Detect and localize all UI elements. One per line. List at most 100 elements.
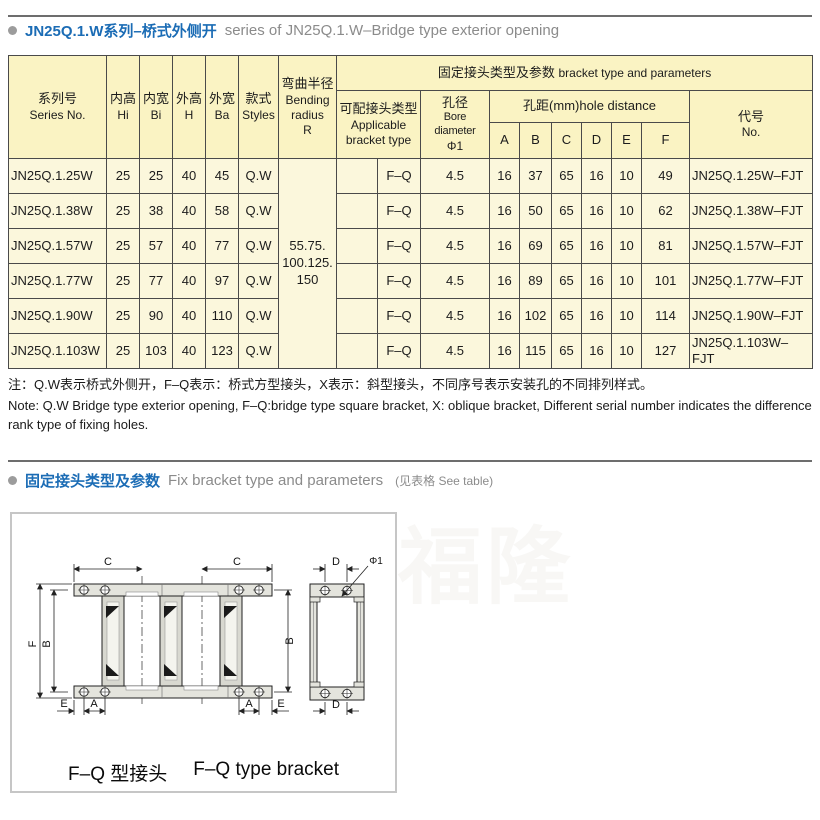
- dim-label-phi1: Φ1: [369, 556, 383, 567]
- table-row: JN25Q.1.77W 25 77 40 97 Q.W F–Q 4.5 16 89 65 16 10 10…: [8, 263, 814, 299]
- series-cell: JN25Q.1.25W: [8, 158, 107, 194]
- col-header-code: 代号 No.: [688, 90, 814, 159]
- bi-cell: 90: [139, 298, 173, 334]
- series-cell: JN25Q.1.103W: [8, 333, 107, 369]
- bracket-type-cell: F–Q: [377, 158, 421, 194]
- bi-cell: 77: [139, 263, 173, 299]
- caption-en: F–Q type bracket: [193, 759, 339, 780]
- bending-radius-cell: 55.75. 100.125. 150: [278, 158, 337, 369]
- hole-d-cell: 16: [581, 333, 612, 369]
- h-cell: 40: [172, 263, 206, 299]
- hole-b-cell: 50: [519, 193, 552, 229]
- section2-title-en: Fix bracket type and parameters: [168, 472, 384, 489]
- col-header-f: F: [641, 122, 690, 159]
- section2-heading: 固定接头类型及参数 Fix bracket type and parameter…: [8, 470, 493, 491]
- section2-see-table: (见表格 See table): [395, 474, 494, 488]
- hole-a-cell: 16: [489, 158, 520, 194]
- hole-e-cell: 10: [611, 193, 642, 229]
- hole-f-cell: 114: [641, 298, 690, 334]
- bending-en: Bending radius: [285, 92, 330, 122]
- link-bar: [101, 595, 125, 687]
- hole-e-cell: 10: [611, 298, 642, 334]
- h-cell: 40: [172, 158, 206, 194]
- applicable-zh: 可配接头类型: [339, 101, 418, 117]
- hole-d-cell: 16: [581, 228, 612, 264]
- code-cell: JN25Q.1.57W–FJT: [688, 228, 814, 264]
- applicable-en: Applicable bracket type: [345, 117, 412, 147]
- dim-label-f: F: [27, 640, 39, 647]
- col-header-a: A: [489, 122, 520, 159]
- code-cell: JN25Q.1.38W–FJT: [688, 193, 814, 229]
- series-zh: 系列号: [37, 91, 77, 107]
- h-en: H: [184, 107, 194, 122]
- table-row: JN25Q.1.25W 25 25 40 45 Q.W 55.75. 100.125. 150 F…: [8, 158, 814, 369]
- section1-title-en: series of JN25Q.1.W–Bridge type exterior…: [224, 22, 560, 39]
- code-cell: JN25Q.1.77W–FJT: [688, 263, 814, 299]
- ba-zh: 外宽: [208, 91, 235, 107]
- section1-title-zh: JN25Q.1.W系列–桥式外侧开: [25, 23, 217, 40]
- style-cell: Q.W: [238, 263, 279, 299]
- hole-d-cell: 16: [581, 298, 612, 334]
- ba-en: Ba: [214, 107, 230, 122]
- h-zh: 外高: [175, 91, 202, 107]
- dim-label-d: D: [332, 556, 340, 568]
- ba-cell: 45: [205, 158, 239, 194]
- group-en: bracket type and parameters: [558, 65, 712, 80]
- hi-cell: 25: [106, 158, 140, 194]
- bore-cell: 4.5: [420, 298, 490, 334]
- drawing-box: C C F B B E A A E D D Φ1 F–Q 型接头 F–Q typ…: [10, 512, 397, 793]
- series-en: Series No.: [29, 107, 86, 122]
- dim-label-e: E: [60, 698, 67, 710]
- col-header-hole-distance: 孔距(mm)hole distance: [489, 90, 690, 123]
- dimension-labels: C C F B B E A A E D D Φ1: [27, 556, 383, 711]
- ba-cell: 58: [205, 193, 239, 229]
- col-header-b: B: [519, 122, 552, 159]
- col-header-hi: 内高 Hi: [106, 55, 140, 159]
- dim-label-a: A: [245, 698, 253, 710]
- hole-f-cell: 127: [641, 333, 690, 369]
- bracket-empty-cell: [336, 263, 378, 299]
- hole-f-cell: 62: [641, 193, 690, 229]
- bracket-type-cell: F–Q: [377, 193, 421, 229]
- col-header-bore: 孔径 Bore diameter Φ1: [420, 90, 490, 159]
- link-bar: [219, 595, 243, 687]
- style-cell: Q.W: [238, 298, 279, 334]
- hole-f-cell: 81: [641, 228, 690, 264]
- bending-sym: R: [303, 122, 312, 137]
- hole-b-cell: 115: [519, 333, 552, 369]
- dim-label-b: B: [41, 640, 53, 647]
- notes: 注：Q.W表示桥式外侧开，F–Q表示：桥式方型接头，X表示：斜型接头，不同序号表…: [8, 376, 812, 435]
- h-cell: 40: [172, 298, 206, 334]
- series-cell: JN25Q.1.77W: [8, 263, 107, 299]
- ba-cell: 110: [205, 298, 239, 334]
- dim-label-c: C: [233, 556, 241, 568]
- h-cell: 40: [172, 333, 206, 369]
- bending-zh: 弯曲半径: [281, 76, 334, 92]
- side-dimensions: [313, 564, 369, 715]
- code-cell: JN25Q.1.25W–FJT: [688, 158, 814, 194]
- note-en: Note: Q.W Bridge type exterior opening, …: [8, 397, 812, 432]
- hole-d-cell: 16: [581, 263, 612, 299]
- code-cell: JN25Q.1.103W–FJT: [688, 333, 814, 369]
- spec-table: 系列号 Series No. 内高 Hi 内宽 Bi 外高 H 外宽 Ba: [8, 55, 814, 369]
- bi-cell: 38: [139, 193, 173, 229]
- table-row: JN25Q.1.57W 25 57 40 77 Q.W F–Q 4.5 16 69 65 16 10 81…: [8, 228, 814, 264]
- section1-heading: JN25Q.1.W系列–桥式外侧开 series of JN25Q.1.W–Br…: [8, 20, 559, 41]
- bore-cell: 4.5: [420, 158, 490, 194]
- ba-cell: 123: [205, 333, 239, 369]
- col-header-series: 系列号 Series No.: [8, 55, 107, 159]
- dim-label-d: D: [332, 699, 340, 711]
- table-row: JN25Q.1.90W 25 90 40 110 Q.W F–Q 4.5 16 102 65 16 10…: [8, 298, 814, 334]
- col-header-applicable-bracket: 可配接头类型 Applicable bracket type: [336, 90, 421, 159]
- hole-c-cell: 65: [551, 263, 582, 299]
- code-en: No.: [741, 125, 761, 140]
- hole-b-cell: 69: [519, 228, 552, 264]
- bullet-icon: [8, 26, 17, 35]
- front-dimensions: [36, 564, 292, 715]
- hole-a-cell: 16: [489, 333, 520, 369]
- side-view: [309, 583, 365, 701]
- hi-en: Hi: [117, 107, 129, 122]
- bore-cell: 4.5: [420, 193, 490, 229]
- header-row-1: 系列号 Series No. 内高 Hi 内宽 Bi 外高 H 外宽 Ba: [8, 55, 814, 159]
